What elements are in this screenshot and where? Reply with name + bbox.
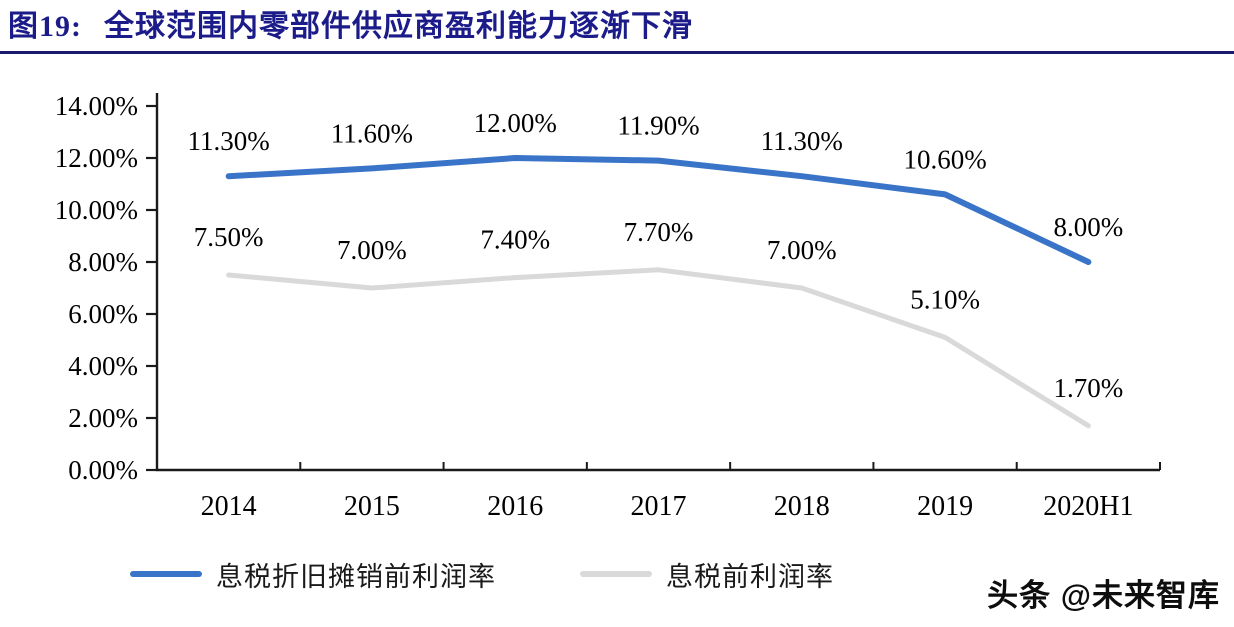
data-point-label: 11.90% xyxy=(617,111,699,141)
legend-item-ebit-margin: 息税前利润率 xyxy=(580,555,834,594)
x-axis-tick-label: 2019 xyxy=(917,491,973,522)
figure-number-label: 图19: xyxy=(8,10,82,43)
y-axis-tick-label: 10.00% xyxy=(55,195,138,225)
x-axis-tick-label: 2017 xyxy=(631,491,687,522)
y-axis-tick-label: 14.00% xyxy=(55,91,138,121)
legend-label-ebit: 息税前利润率 xyxy=(666,561,834,592)
y-axis-tick-label: 8.00% xyxy=(68,247,138,277)
data-point-label: 11.60% xyxy=(331,118,413,148)
data-point-label: 12.00% xyxy=(474,108,557,138)
chart-canvas: 0.00% 2.00% 4.00% 6.00% 8.00% 10.00% 12.00% 14.… xyxy=(55,91,1161,522)
figure-title: 全球范围内零部件供应商盈利能力逐渐下滑 xyxy=(104,10,693,43)
y-axis-tick-label: 2.00% xyxy=(68,403,138,433)
y-axis-tick-label: 6.00% xyxy=(68,299,138,329)
data-point-label: 7.50% xyxy=(194,222,264,252)
data-point-label: 1.70% xyxy=(1053,373,1123,403)
x-axis-tick-label: 2016 xyxy=(487,491,543,522)
title-divider xyxy=(0,51,1234,54)
x-axis-tick-label: 2020H1 xyxy=(1043,491,1133,522)
x-axis-tick-label: 2014 xyxy=(201,491,257,522)
data-point-label: 5.10% xyxy=(910,284,980,314)
y-axis-tick-label: 4.00% xyxy=(68,351,138,381)
figure-title-row: 图19: 全球范围内零部件供应商盈利能力逐渐下滑 xyxy=(8,8,1228,46)
legend-label-ebitda: 息税折旧摊销前利润率 xyxy=(216,561,496,592)
y-axis-tick-label: 12.00% xyxy=(55,143,138,173)
line-chart: 0.00% 2.00% 4.00% 6.00% 8.00% 10.00% 12.00% 14.… xyxy=(0,56,1234,536)
ebit-line-swatch xyxy=(580,571,652,577)
data-point-label: 7.00% xyxy=(767,235,837,265)
data-point-label: 10.60% xyxy=(903,144,986,174)
watermark-text: 头条 @未来智库 xyxy=(987,578,1220,613)
series-line-ebitda-margin xyxy=(225,155,1092,265)
x-axis-tick-label: 2015 xyxy=(344,491,400,522)
data-point-label: 7.40% xyxy=(480,225,550,255)
y-axis-tick-label: 0.00% xyxy=(68,455,138,485)
data-point-label: 11.30% xyxy=(761,126,843,156)
data-point-label: 7.00% xyxy=(337,235,407,265)
chart-legend: 息税折旧摊销前利润率 息税前利润率 xyxy=(0,556,1234,592)
data-point-label: 8.00% xyxy=(1053,212,1123,242)
data-point-label: 11.30% xyxy=(188,126,270,156)
x-axis-tick-label: 2018 xyxy=(774,491,830,522)
legend-item-ebitda-margin: 息税折旧摊销前利润率 xyxy=(130,555,496,594)
data-point-label: 7.70% xyxy=(624,217,694,247)
series-line-ebit-margin xyxy=(226,267,1091,429)
ebitda-line-swatch xyxy=(130,571,202,577)
